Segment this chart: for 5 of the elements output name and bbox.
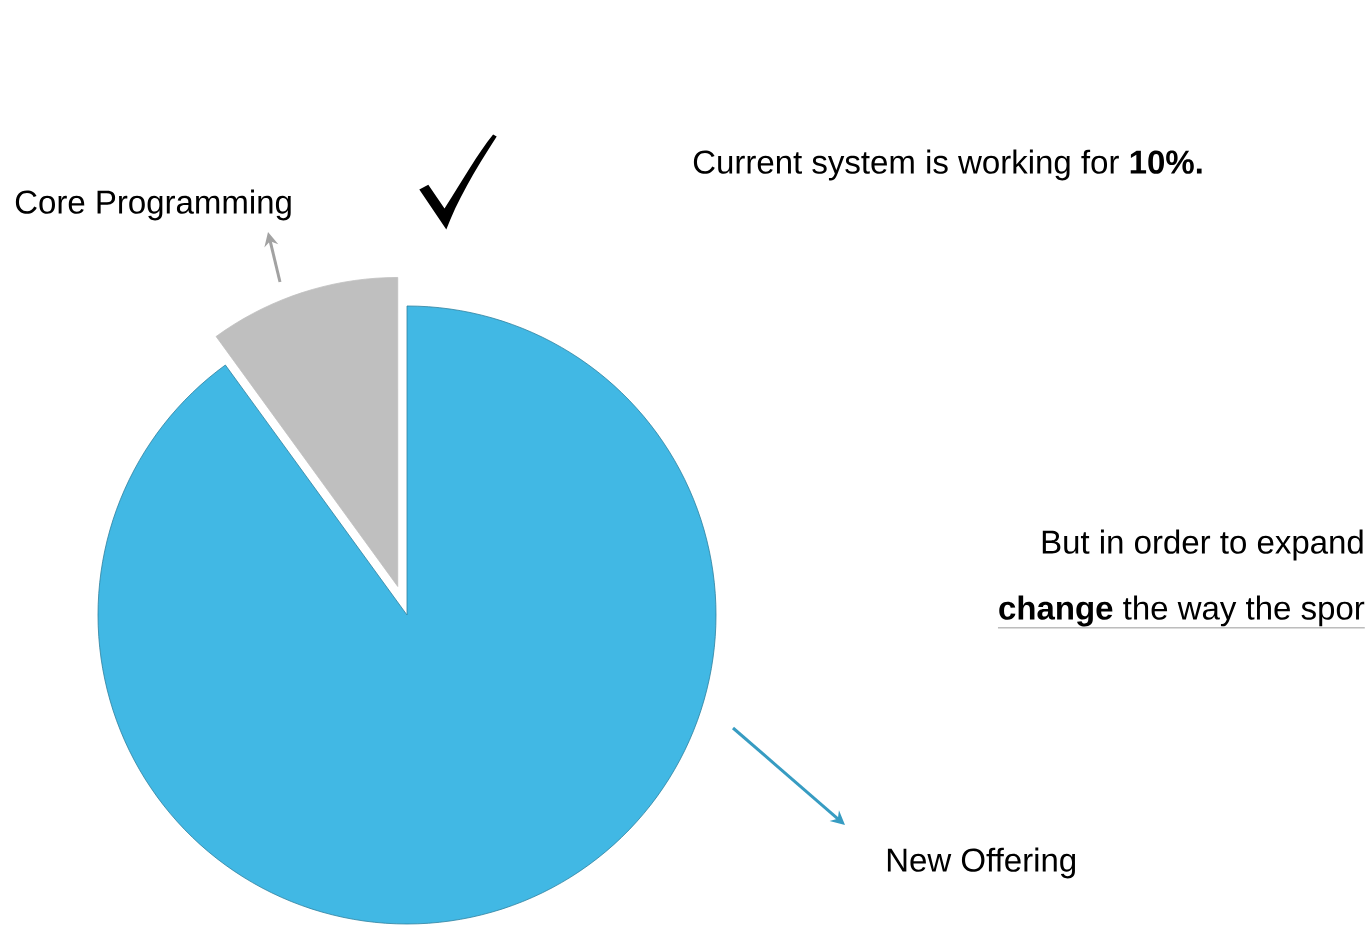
text: But in order to expand xyxy=(1042,529,1363,561)
text: change the way the spor xyxy=(999,595,1365,627)
slice-label: Core Programming xyxy=(15,189,291,221)
text: Current system is working for 10%. xyxy=(693,149,1202,181)
slice-label: New Offering xyxy=(887,847,1076,879)
